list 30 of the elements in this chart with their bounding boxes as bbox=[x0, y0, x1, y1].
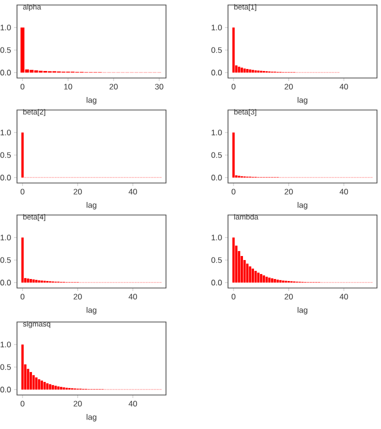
bar bbox=[252, 268, 254, 283]
bar bbox=[40, 380, 44, 390]
bar bbox=[54, 386, 57, 390]
bar bbox=[254, 70, 257, 73]
bar bbox=[276, 280, 279, 283]
bar bbox=[246, 264, 248, 283]
bar bbox=[35, 280, 38, 283]
bar bbox=[254, 270, 257, 283]
bar bbox=[274, 278, 276, 283]
bar bbox=[260, 274, 262, 283]
bar bbox=[43, 382, 46, 390]
bar bbox=[30, 278, 32, 283]
bar bbox=[252, 70, 254, 73]
bar bbox=[35, 377, 38, 390]
bar bbox=[240, 68, 243, 73]
bar bbox=[248, 266, 252, 283]
bar bbox=[48, 384, 52, 390]
bar bbox=[248, 69, 252, 73]
bar bbox=[46, 383, 49, 390]
bar bbox=[246, 68, 248, 73]
bar bbox=[57, 386, 60, 390]
bar bbox=[262, 275, 266, 283]
bar bbox=[265, 276, 268, 283]
bar bbox=[60, 386, 62, 390]
bar bbox=[270, 278, 274, 283]
bar bbox=[257, 272, 260, 283]
bar bbox=[268, 278, 271, 283]
bar bbox=[30, 372, 32, 390]
bar bbox=[62, 387, 66, 390]
bar bbox=[52, 385, 54, 390]
